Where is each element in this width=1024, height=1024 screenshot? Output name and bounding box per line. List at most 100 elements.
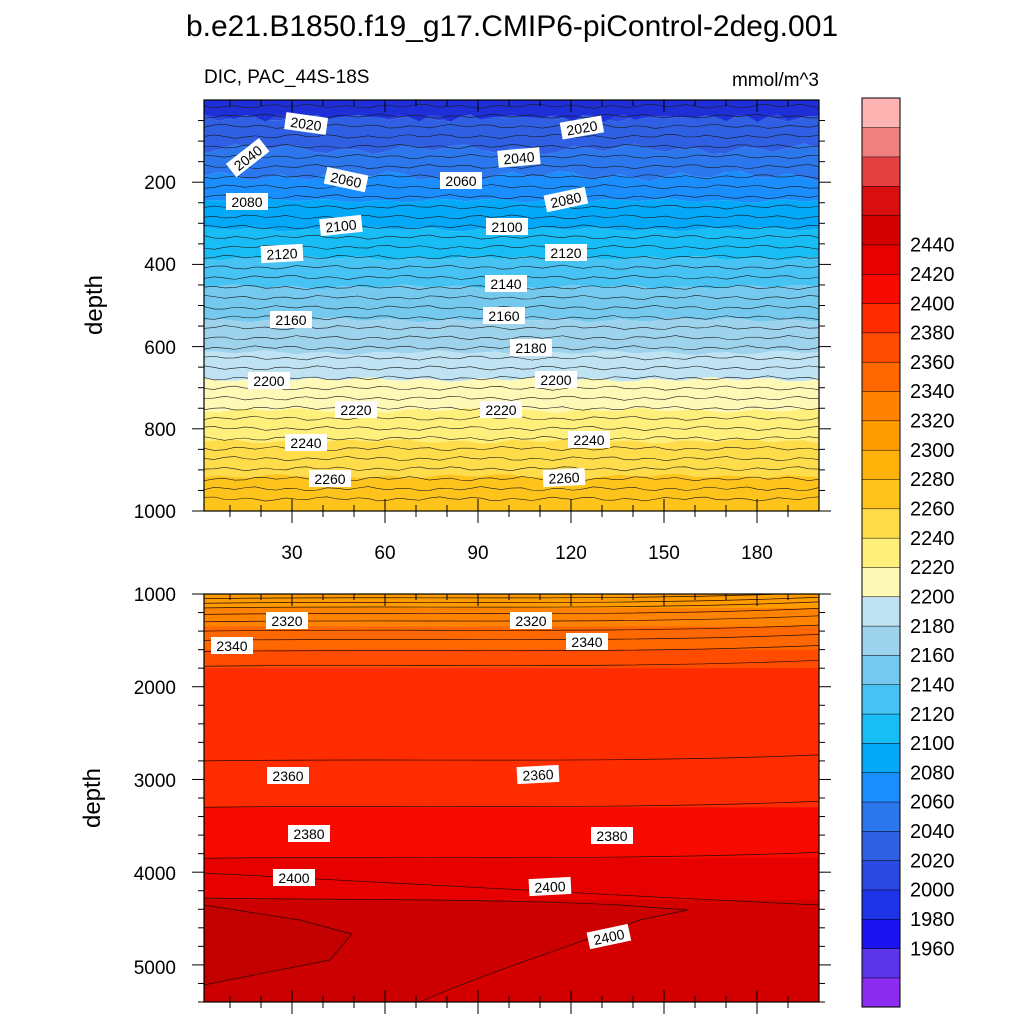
contour-band — [204, 317, 819, 356]
contour-line — [204, 214, 819, 220]
contour-band — [204, 256, 819, 290]
contour-line — [204, 134, 819, 139]
colorbar-label: 2280 — [910, 469, 955, 491]
contour-line — [204, 143, 819, 149]
svg-text:2260: 2260 — [314, 471, 345, 487]
contour-line — [204, 594, 793, 599]
contour-line — [204, 234, 819, 240]
colorbar-box — [861, 390, 901, 422]
contour-line — [204, 395, 819, 401]
contour-label: 2060 — [440, 172, 482, 189]
lower-axis-ticks — [192, 593, 831, 1014]
contour-label: 2340 — [211, 637, 253, 654]
colorbar-box — [861, 361, 901, 392]
contour-label: 2320 — [266, 612, 308, 629]
y-tick-label: 5000 — [134, 958, 176, 979]
contour-line — [204, 365, 819, 371]
contour-label: 2100 — [319, 214, 363, 237]
contour-line — [204, 245, 819, 250]
colorbar-label: 2400 — [910, 293, 955, 315]
contour-label: 2020 — [559, 115, 605, 140]
contour-band — [204, 227, 819, 261]
contour-band — [204, 111, 819, 155]
colorbar-box — [861, 449, 901, 480]
colorbar-box — [861, 156, 901, 187]
colorbar-box — [861, 303, 901, 334]
contour-label: 2120 — [260, 243, 304, 264]
contour-line — [204, 335, 819, 340]
contour-label: 2060 — [323, 166, 369, 193]
colorbar-label: 2140 — [910, 674, 955, 696]
upper-y-axis-label: depth — [81, 275, 108, 335]
colorbar-box — [861, 244, 901, 275]
contour-band — [204, 438, 819, 479]
svg-text:2060: 2060 — [329, 169, 363, 191]
contour-label: 2160 — [270, 311, 312, 328]
contour-line — [204, 164, 819, 170]
colorbar-box — [861, 948, 901, 979]
colorbar-label: 2120 — [910, 704, 955, 726]
chart-title: b.e21.B1850.f19_g17.CMIP6-piControl-2deg… — [186, 10, 838, 43]
svg-text:2160: 2160 — [275, 312, 306, 328]
colorbar-label: 1960 — [910, 938, 955, 960]
svg-text:2340: 2340 — [571, 634, 602, 650]
lower-panel: 2320 2320 2340 2340 2360 2360 2380 2380 2400 2400… — [79, 585, 831, 1014]
x-tick-label: 30 — [281, 543, 302, 564]
contour-label: 2320 — [510, 612, 552, 629]
contour-line — [204, 659, 819, 667]
colorbar-box — [861, 97, 901, 128]
contour-line — [204, 897, 689, 1002]
x-tick-label: 90 — [467, 543, 488, 564]
contour-line — [204, 754, 819, 762]
colorbar-box — [861, 273, 901, 304]
contour-line — [204, 904, 353, 986]
contour-label: 2340 — [566, 633, 608, 650]
y-tick-label: 800 — [144, 420, 176, 441]
colorbar-label: 2180 — [910, 616, 955, 638]
colorbar-label: 2020 — [910, 850, 955, 872]
contour-label: 2200 — [248, 372, 290, 389]
colorbar-label: 1980 — [910, 909, 955, 931]
svg-text:2320: 2320 — [515, 613, 546, 629]
colorbar-box — [861, 566, 901, 598]
lower-contour-fill — [204, 594, 819, 1002]
contour-line — [204, 624, 819, 632]
contour-line — [204, 355, 819, 361]
contour-line — [204, 194, 819, 200]
contour-label: 2080 — [543, 186, 589, 213]
deep-wedge — [204, 898, 688, 1002]
contour-line — [204, 486, 819, 492]
x-tick-label: 180 — [741, 543, 773, 564]
contour-line — [204, 294, 819, 300]
colorbar-box — [861, 596, 901, 627]
svg-text:2060: 2060 — [445, 173, 476, 189]
svg-text:2180: 2180 — [515, 340, 546, 356]
contour-line — [204, 466, 819, 472]
contour-label: 2360 — [516, 764, 560, 785]
contour-label: 2200 — [535, 371, 577, 388]
svg-text:2080: 2080 — [231, 194, 262, 210]
y-tick-label: 2000 — [134, 678, 176, 699]
colorbar-label: 2200 — [910, 586, 955, 608]
y-tick-label: 200 — [144, 173, 176, 194]
svg-text:2020: 2020 — [565, 117, 599, 138]
y-tick-label: 1000 — [134, 585, 176, 606]
contour-label: 2240 — [285, 434, 327, 451]
contour-line — [204, 645, 819, 652]
colorbar-box — [861, 742, 901, 773]
contour-line — [204, 496, 819, 502]
colorbar-label: 2440 — [910, 235, 955, 257]
contour-label: 2220 — [480, 401, 522, 418]
lower-contour-lines — [204, 594, 819, 1002]
svg-text:2360: 2360 — [522, 766, 554, 784]
contour-line — [204, 456, 819, 461]
contour-label: 2360 — [267, 767, 309, 784]
y-tick-label: 3000 — [134, 771, 176, 792]
contour-label: 2040 — [497, 147, 541, 168]
svg-text:2080: 2080 — [549, 189, 583, 211]
contour-label: 2100 — [486, 218, 528, 235]
colorbar-box — [861, 332, 901, 363]
contour-line — [204, 476, 819, 482]
contour-label: 2260 — [542, 467, 586, 488]
